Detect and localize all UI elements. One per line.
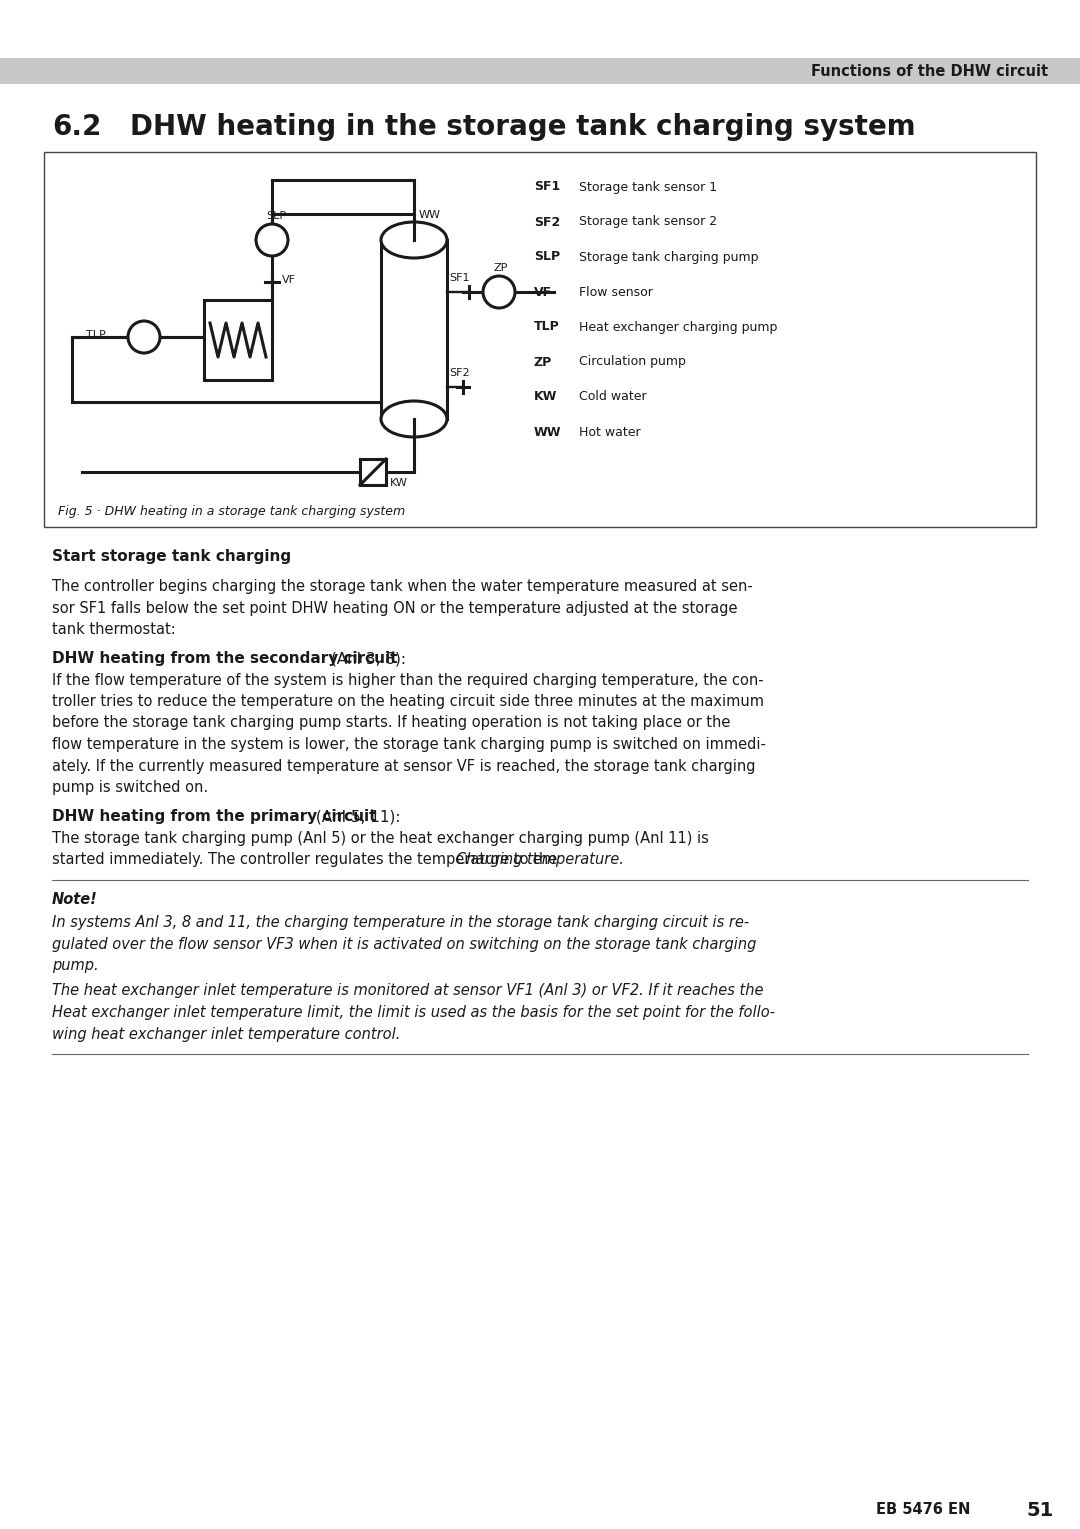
Text: WW: WW bbox=[534, 425, 562, 439]
Text: The controller begins charging the storage tank when the water temperature measu: The controller begins charging the stora… bbox=[52, 579, 753, 593]
Bar bbox=[0, 58, 1080, 84]
Text: troller tries to reduce the temperature on the heating circuit side three minute: troller tries to reduce the temperature … bbox=[52, 694, 764, 709]
Text: X: X bbox=[265, 312, 272, 323]
Text: The heat exchanger inlet temperature is monitored at sensor VF1 (Anl 3) or VF2. : The heat exchanger inlet temperature is … bbox=[52, 983, 764, 998]
Text: Functions of the DHW circuit: Functions of the DHW circuit bbox=[811, 64, 1048, 78]
Text: Heat exchanger inlet temperature limit, the limit is used as the basis for the s: Heat exchanger inlet temperature limit, … bbox=[52, 1005, 775, 1020]
Text: DHW heating from the primary circuit: DHW heating from the primary circuit bbox=[52, 809, 377, 824]
Text: EB 5476 EN: EB 5476 EN bbox=[876, 1503, 970, 1517]
Text: Fig. 5 · DHW heating in a storage tank charging system: Fig. 5 · DHW heating in a storage tank c… bbox=[58, 505, 405, 517]
Text: sor SF1 falls below the set point DHW heating ON or the temperature adjusted at : sor SF1 falls below the set point DHW he… bbox=[52, 601, 738, 616]
Text: Start storage tank charging: Start storage tank charging bbox=[52, 549, 292, 564]
Ellipse shape bbox=[381, 401, 447, 437]
Text: KW: KW bbox=[390, 479, 408, 488]
Text: SF1: SF1 bbox=[449, 274, 470, 283]
Text: TLP: TLP bbox=[86, 330, 106, 339]
Text: VF: VF bbox=[534, 286, 552, 298]
Text: pump is switched on.: pump is switched on. bbox=[52, 780, 208, 795]
Text: SLP: SLP bbox=[534, 251, 561, 263]
Text: VF: VF bbox=[282, 275, 296, 284]
Text: DHW heating from the secondary circuit: DHW heating from the secondary circuit bbox=[52, 651, 397, 667]
Text: ZP: ZP bbox=[534, 356, 552, 368]
Ellipse shape bbox=[381, 222, 447, 258]
Circle shape bbox=[129, 321, 160, 353]
Circle shape bbox=[256, 225, 288, 255]
Text: In systems Anl 3, 8 and 11, the charging temperature in the storage tank chargin: In systems Anl 3, 8 and 11, the charging… bbox=[52, 914, 750, 930]
Text: ZP: ZP bbox=[494, 263, 509, 274]
Text: Storage tank sensor 2: Storage tank sensor 2 bbox=[579, 216, 717, 228]
Text: Heat exchanger charging pump: Heat exchanger charging pump bbox=[579, 321, 778, 333]
Bar bbox=[381, 240, 447, 419]
Text: DHW heating in the storage tank charging system: DHW heating in the storage tank charging… bbox=[130, 113, 916, 141]
Text: Storage tank sensor 1: Storage tank sensor 1 bbox=[579, 180, 717, 194]
Text: (Anl 3, 8):: (Anl 3, 8): bbox=[325, 651, 406, 667]
Polygon shape bbox=[360, 459, 386, 485]
Text: The storage tank charging pump (Anl 5) or the heat exchanger charging pump (Anl : The storage tank charging pump (Anl 5) o… bbox=[52, 830, 708, 846]
Text: (Anl 5, 11):: (Anl 5, 11): bbox=[311, 809, 401, 824]
Text: started immediately. The controller regulates the temperature to the: started immediately. The controller regu… bbox=[52, 852, 562, 867]
Text: SLP: SLP bbox=[266, 211, 286, 222]
Text: Charging temperature.: Charging temperature. bbox=[456, 852, 623, 867]
Text: TLP: TLP bbox=[534, 321, 559, 333]
Text: Hot water: Hot water bbox=[579, 425, 640, 439]
Text: ately. If the currently measured temperature at sensor VF is reached, the storag: ately. If the currently measured tempera… bbox=[52, 758, 756, 774]
Text: before the storage tank charging pump starts. If heating operation is not taking: before the storage tank charging pump st… bbox=[52, 716, 730, 731]
Text: Cold water: Cold water bbox=[579, 390, 647, 404]
Text: Circulation pump: Circulation pump bbox=[579, 356, 686, 368]
Text: Storage tank charging pump: Storage tank charging pump bbox=[579, 251, 758, 263]
Text: SF2: SF2 bbox=[449, 368, 470, 378]
Circle shape bbox=[483, 277, 515, 307]
Bar bbox=[44, 151, 1036, 528]
Text: wing heat exchanger inlet temperature control.: wing heat exchanger inlet temperature co… bbox=[52, 1026, 401, 1041]
Text: KW: KW bbox=[534, 390, 557, 404]
Text: SF1: SF1 bbox=[534, 180, 561, 194]
Text: 51: 51 bbox=[1026, 1500, 1054, 1520]
Text: Flow sensor: Flow sensor bbox=[579, 286, 653, 298]
Text: gulated over the flow sensor VF3 when it is activated on switching on the storag: gulated over the flow sensor VF3 when it… bbox=[52, 936, 756, 951]
Text: flow temperature in the system is lower, the storage tank charging pump is switc: flow temperature in the system is lower,… bbox=[52, 737, 766, 752]
Text: SF2: SF2 bbox=[534, 216, 561, 228]
Bar bbox=[204, 300, 272, 381]
Text: pump.: pump. bbox=[52, 959, 98, 972]
Text: tank thermostat:: tank thermostat: bbox=[52, 622, 176, 638]
Text: WW: WW bbox=[419, 209, 441, 220]
Text: If the flow temperature of the system is higher than the required charging tempe: If the flow temperature of the system is… bbox=[52, 673, 764, 688]
Text: 6.2: 6.2 bbox=[52, 113, 102, 141]
Text: Note!: Note! bbox=[52, 891, 98, 907]
